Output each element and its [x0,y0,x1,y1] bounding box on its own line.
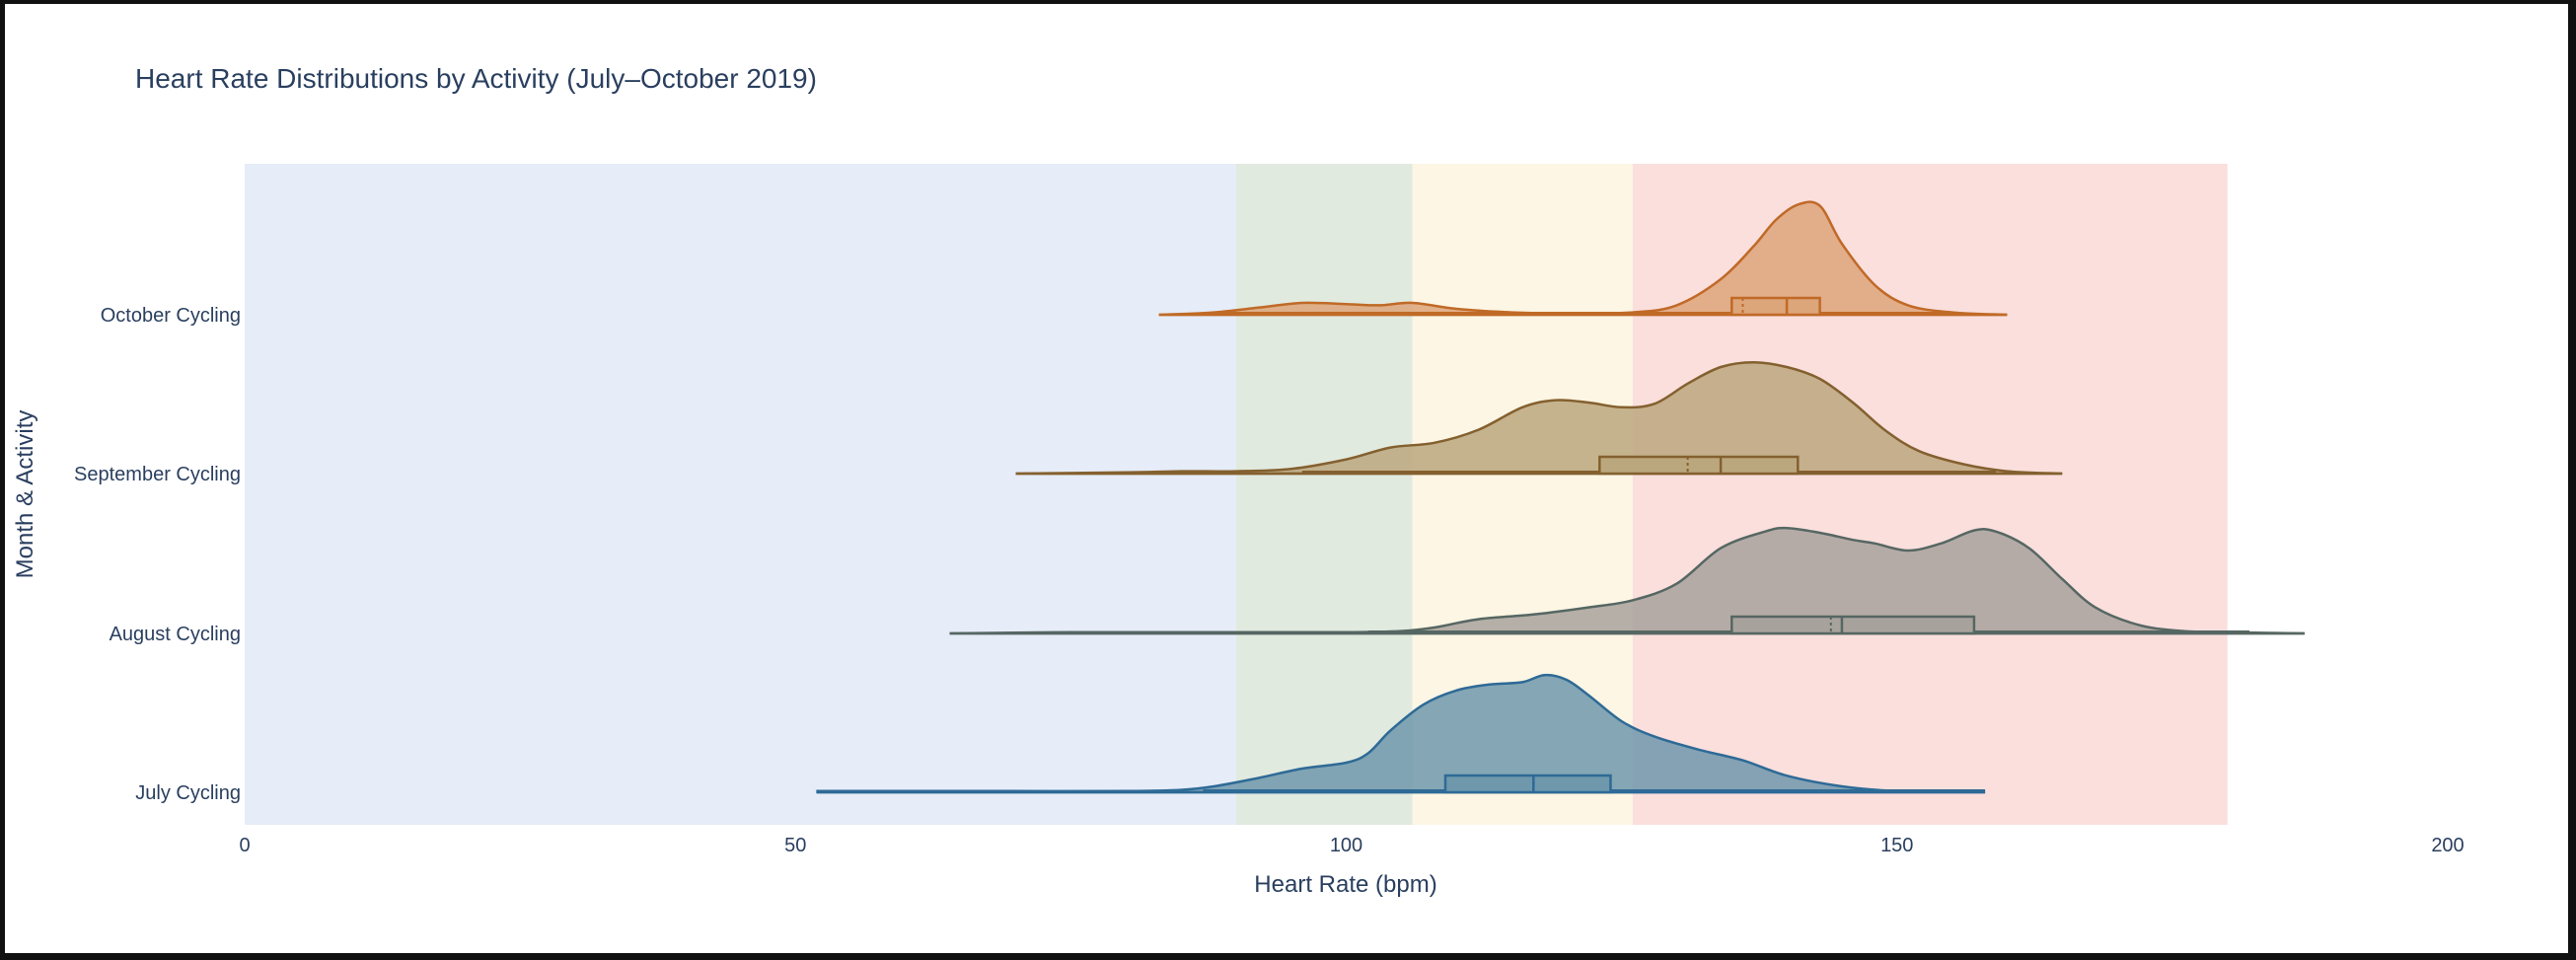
box-october-cycling [1730,296,1821,317]
y-tick-label-august-cycling: August Cycling [110,624,241,645]
box-august-cycling [1730,615,1976,635]
zone-band-1 [1235,164,1413,825]
chart-svg: July Cycling August Cycling September Cycl… [12,63,2465,898]
violin-july-cycling [816,673,1986,794]
zone-band-0 [245,164,1236,825]
box-july-cycling [1443,774,1612,794]
x-tick-label-0: 0 [239,835,250,856]
violin-shape-september-cycling [1015,360,2063,476]
axis-ticks: July Cycling August Cycling September Cycl… [74,305,2465,856]
violin-september-cycling [1015,360,2063,476]
x-tick-label-100: 100 [1330,835,1362,856]
chart-title: Heart Rate Distributions by Activity (Ju… [135,63,817,94]
violin-shape-october-cycling [1158,200,2008,317]
zone-band-3 [1632,164,2228,825]
y-tick-label-october-cycling: October Cycling [101,305,241,327]
y-axis-title: Month & Activity [12,410,38,579]
violin-plots [816,200,2305,794]
y-tick-label-september-cycling: September Cycling [74,464,241,485]
x-axis-title: Heart Rate (bpm) [1254,871,1436,898]
x-tick-label-200: 200 [2431,835,2464,856]
box-september-cycling [1598,455,1800,476]
violin-shape-july-cycling [816,673,1986,794]
x-tick-label-150: 150 [1880,835,1913,856]
violin-october-cycling [1158,200,2008,317]
x-tick-label-50: 50 [784,835,806,856]
chart-frame: July Cycling August Cycling September Cycl… [5,4,2568,953]
y-tick-label-july-cycling: July Cycling [135,782,241,804]
heart-rate-zones [245,164,2228,825]
violin-august-cycling [949,526,2305,635]
